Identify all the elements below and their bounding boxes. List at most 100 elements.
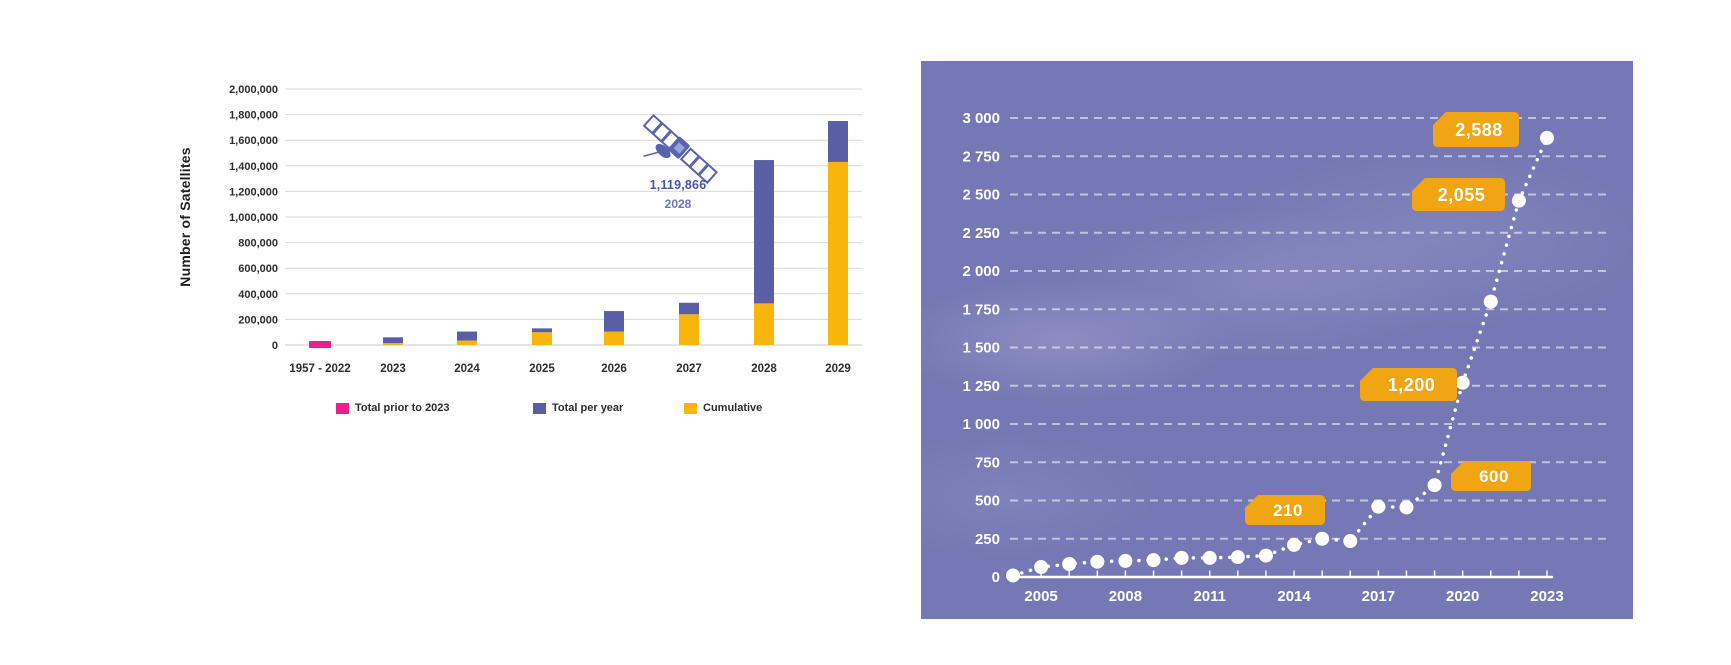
line-chart-plot: 3 000 2 750 2 500 2 250 2 000 1 750 1 500 1 250… <box>962 110 1607 605</box>
annotation-year: 2028 <box>664 197 692 211</box>
x-tick-label: 2028 <box>751 363 777 375</box>
x-tick-label: 2023 <box>1530 588 1563 605</box>
badge-value-label: 1,200 <box>1388 375 1436 395</box>
legend-swatch-purple <box>533 402 546 414</box>
bar-segment-cumulative <box>754 303 774 345</box>
y-tick-label: 400,000 <box>238 289 278 301</box>
bar-group <box>383 337 403 345</box>
data-point-marker <box>1258 548 1273 563</box>
badge-shape <box>1245 495 1325 525</box>
bar-segment-prior <box>309 341 331 348</box>
y-tick-label: 3 000 <box>962 110 1000 127</box>
y-tick-label: 1,800,000 <box>229 110 278 122</box>
y-axis-title: Number of Satellites <box>177 147 193 287</box>
legend-item-cumulative: Cumulative <box>684 400 762 416</box>
badge-value-label: 2,588 <box>1455 120 1503 140</box>
value-badge: 600 <box>1451 461 1531 491</box>
x-tick-label: 2025 <box>529 363 555 375</box>
bar-segment-per-year <box>383 337 403 344</box>
x-tick-label: 2014 <box>1277 588 1311 605</box>
satellite-body-window <box>673 142 685 154</box>
solar-panel-cell <box>697 163 719 185</box>
bar-segment-per-year <box>828 121 848 162</box>
y-tick-label: 1,600,000 <box>229 135 278 147</box>
y-tick-label: 2 750 <box>962 148 1000 165</box>
annotation-value: 1,119,866 <box>649 178 707 192</box>
data-point-marker <box>1427 478 1442 493</box>
y-tick-label: 200,000 <box>238 314 278 326</box>
y-tick-label: 1 000 <box>962 416 1000 433</box>
y-tick-label: 0 <box>272 340 278 352</box>
legend-swatch-pink <box>336 402 349 414</box>
bar-segment-per-year <box>604 311 624 332</box>
data-point-marker <box>1202 550 1217 565</box>
bar-segment-per-year <box>532 328 552 333</box>
data-point-marker <box>1455 375 1470 390</box>
data-point-marker <box>1483 294 1498 309</box>
y-tick-label: 2 500 <box>962 187 1000 204</box>
x-tick-label: 2023 <box>380 363 406 375</box>
data-point-marker <box>1315 531 1330 546</box>
legend-label: Total per year <box>552 402 624 414</box>
y-tick-label: 0 <box>992 569 1000 586</box>
legend-item-per-year: Total per year <box>533 400 623 416</box>
y-tick-label: 2,000,000 <box>229 84 278 96</box>
y-tick-label: 800,000 <box>238 238 278 250</box>
data-point-marker <box>1287 537 1302 552</box>
x-tick-label: 1957 - 2022 <box>289 363 350 375</box>
value-badge: 2,055 <box>1412 178 1505 211</box>
legend-swatch-yellow <box>684 402 697 414</box>
badge-shape <box>1433 112 1519 147</box>
legend-label: Total prior to 2023 <box>355 402 450 414</box>
data-point-marker <box>1118 553 1133 568</box>
bar-group <box>457 331 477 345</box>
data-point-marker <box>1090 554 1105 569</box>
satellite-projection-bar-chart: 0 200,000 400,000 600,000 800,000 1,000,000 1,… <box>170 45 880 425</box>
bar-group <box>754 160 774 345</box>
y-tick-label: 2 000 <box>962 263 1000 280</box>
value-badge: 210 <box>1245 495 1325 525</box>
y-tick-label: 500 <box>975 493 1000 510</box>
y-tick-label: 1,000,000 <box>229 212 278 224</box>
x-tick-label: 2024 <box>454 363 480 375</box>
x-tick-label: 2011 <box>1193 588 1226 605</box>
y-tick-label: 1,400,000 <box>229 161 278 173</box>
value-badge: 1,200 <box>1360 368 1457 401</box>
bar-segment-per-year <box>679 302 699 315</box>
bar-segment-cumulative <box>679 314 699 345</box>
bar-segment-cumulative <box>828 161 848 345</box>
bar-segment-cumulative <box>457 340 477 345</box>
x-tick-label: 2005 <box>1024 588 1057 605</box>
data-point-marker <box>1062 556 1077 571</box>
data-point-marker <box>1034 560 1049 575</box>
bar-group <box>828 121 848 345</box>
satellite-antenna <box>643 151 660 157</box>
y-tick-label: 1 500 <box>962 340 1000 357</box>
data-point-marker <box>1230 550 1245 565</box>
data-point-marker <box>1539 130 1554 145</box>
bar-chart-legend: Total prior to 2023 Total per year Cumul… <box>170 400 880 420</box>
value-badge: 2,588 <box>1433 112 1519 147</box>
badge-shape <box>1451 461 1531 491</box>
bar-group <box>604 311 624 345</box>
x-tick-label: 2020 <box>1446 588 1479 605</box>
bar-group <box>679 302 699 345</box>
satellite-dish <box>655 143 671 159</box>
y-tick-label: 1 750 <box>962 301 1000 318</box>
x-tick-label: 2008 <box>1109 588 1142 605</box>
x-tick-label: 2027 <box>676 363 702 375</box>
bar-segment-cumulative <box>383 343 403 345</box>
bar-group <box>309 341 331 348</box>
legend-label: Cumulative <box>703 402 763 414</box>
bar-group <box>532 328 552 345</box>
legend-item-prior: Total prior to 2023 <box>336 400 450 416</box>
x-tick-label: 2017 <box>1362 588 1395 605</box>
y-tick-label: 600,000 <box>238 263 278 275</box>
y-tick-label: 250 <box>975 531 1000 548</box>
data-point-marker <box>1399 500 1414 515</box>
bar-segment-cumulative <box>604 331 624 345</box>
data-point-marker <box>1371 499 1386 514</box>
satellite-icon <box>642 113 719 185</box>
data-point-marker <box>1343 534 1358 549</box>
